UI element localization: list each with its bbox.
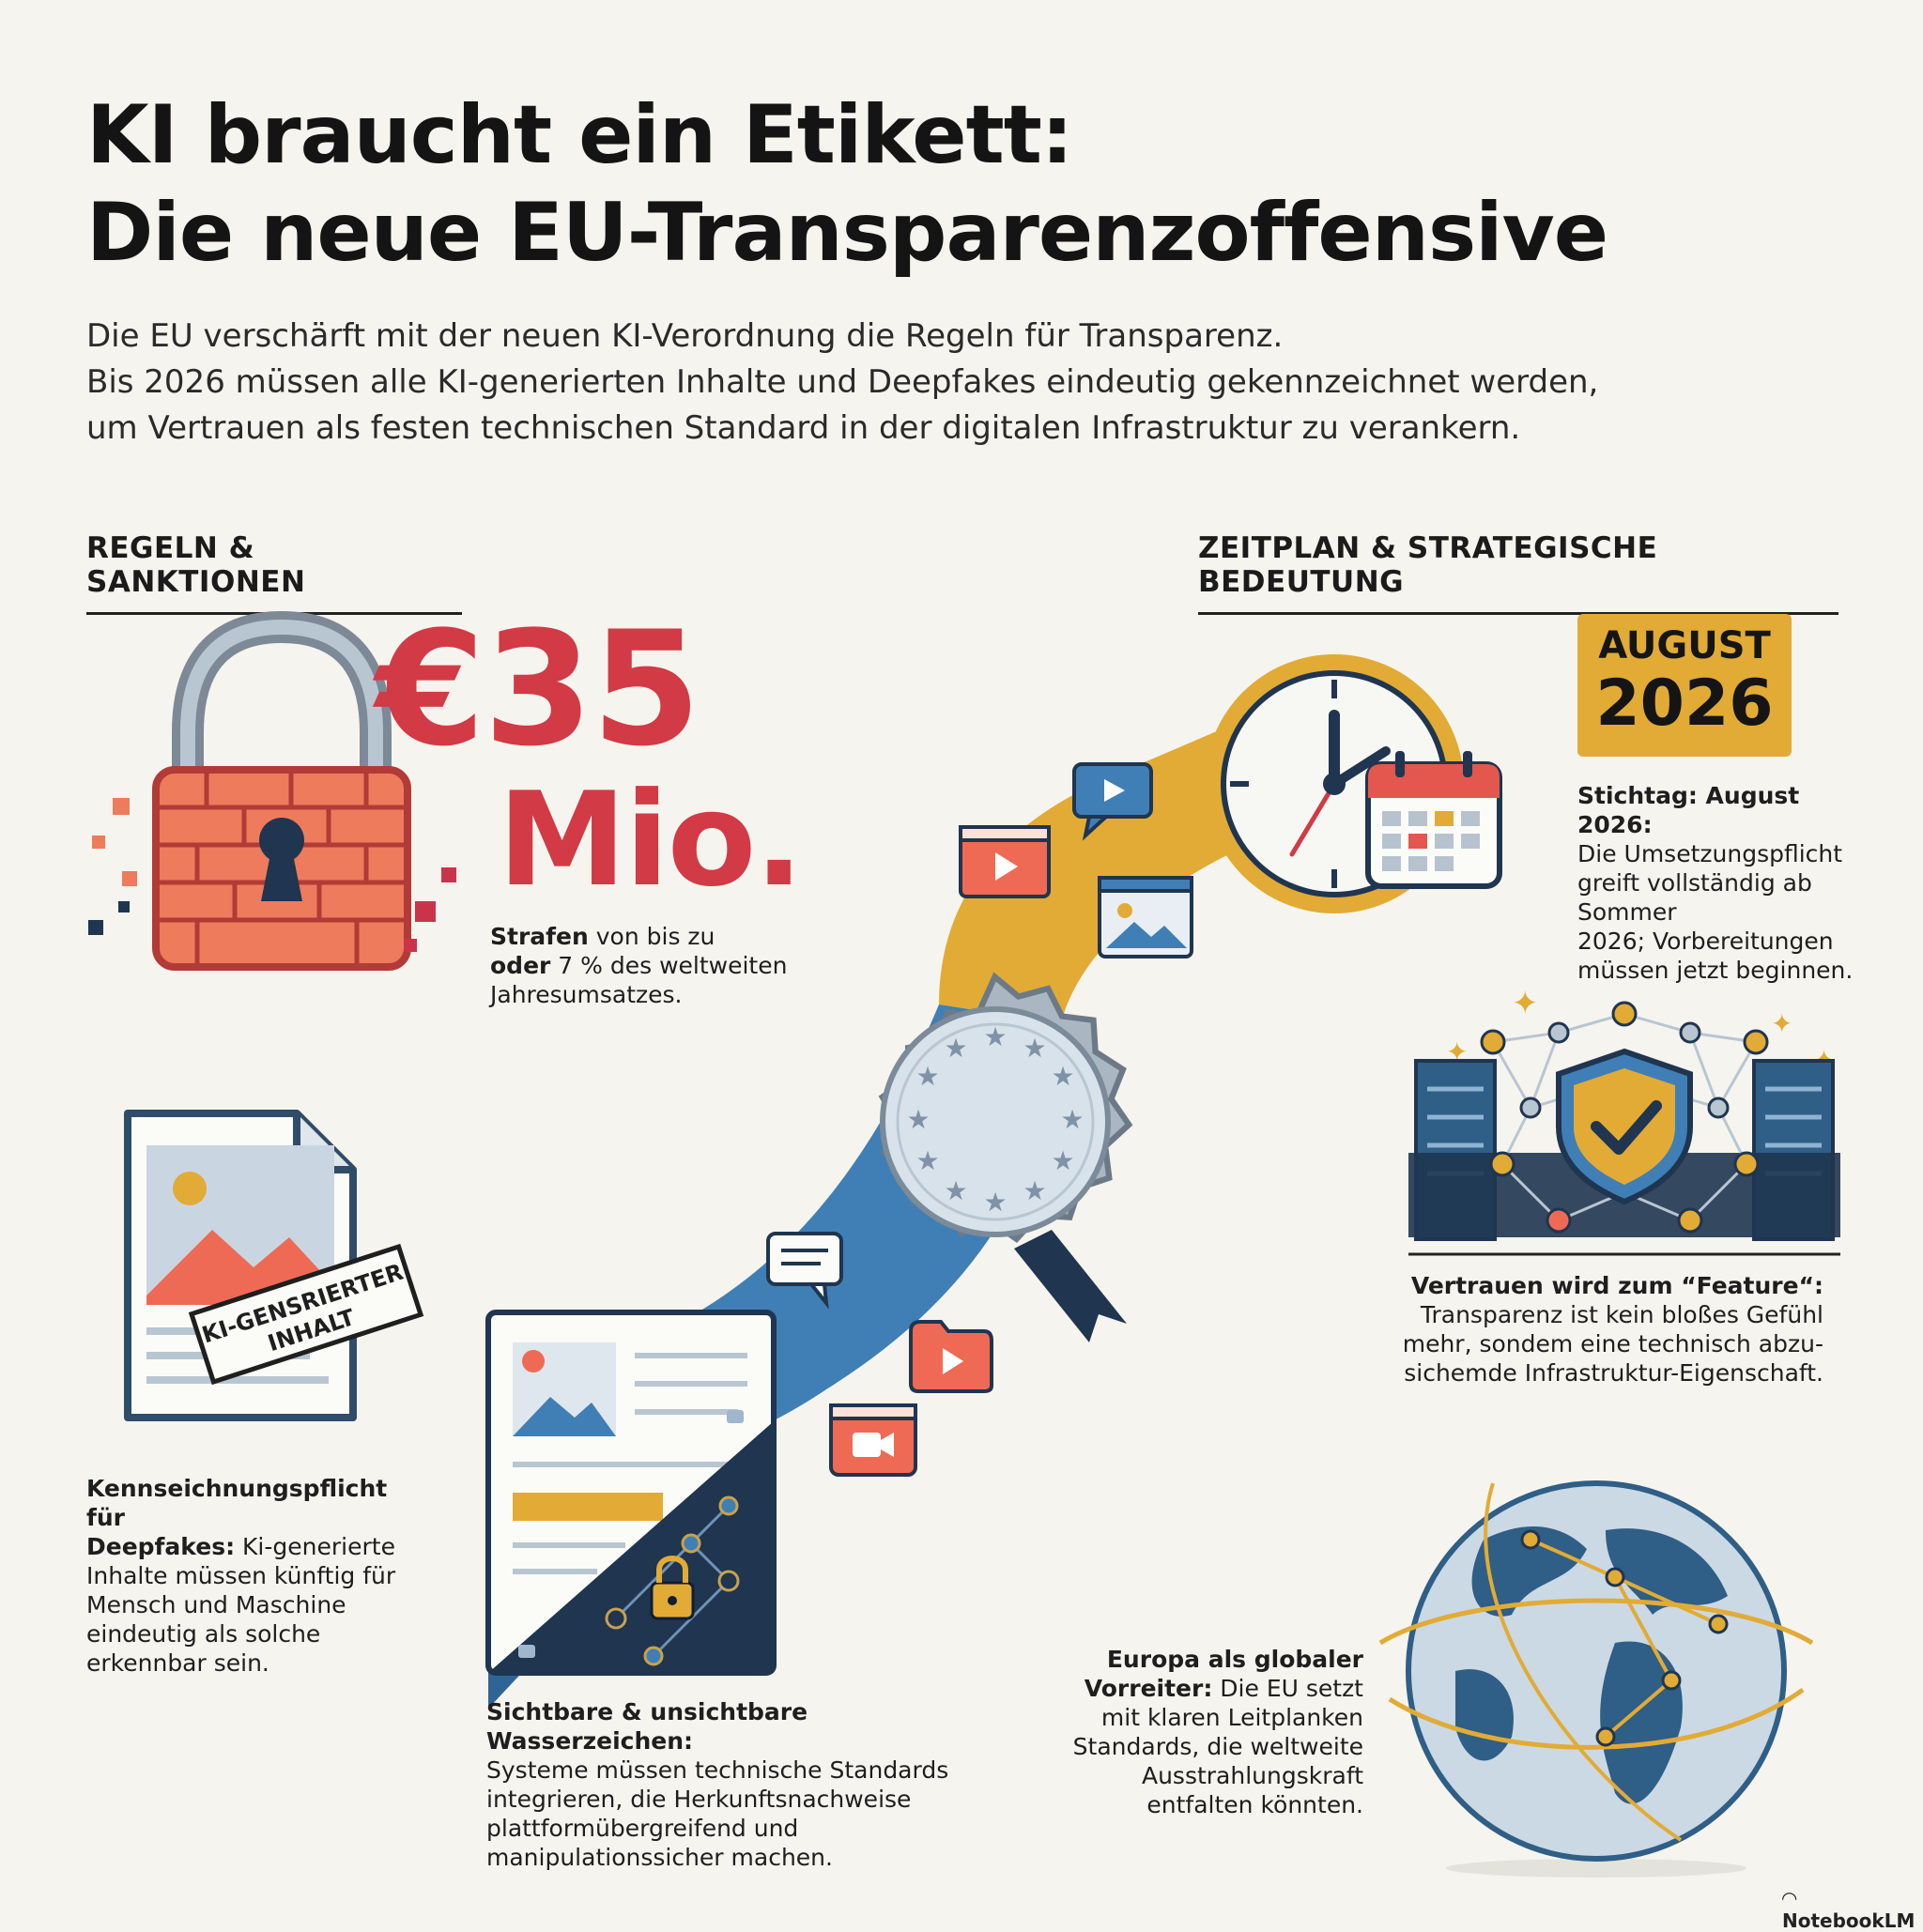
trust-caption: Vertrauen wird zum “Feature“: Transparen… xyxy=(1361,1271,1823,1388)
europe-caption-line-4: Standards, die weltweite xyxy=(1072,1733,1363,1760)
svg-text:★: ★ xyxy=(1051,1145,1074,1176)
svg-text:★: ★ xyxy=(915,1061,939,1092)
deadline-caption-title: Stichtag: August 2026: xyxy=(1577,781,1878,839)
fine-caption: Strafen von bis zu oder 7 % des weltweit… xyxy=(490,922,828,1009)
intro-line-3: um Vertrauen als festen technischen Stan… xyxy=(86,409,1521,447)
svg-text:★: ★ xyxy=(1023,1175,1046,1206)
fine-caption-line-1: Strafen von bis zu xyxy=(490,922,828,951)
fine-amount-value: €35 xyxy=(376,597,701,781)
svg-text:★: ★ xyxy=(1060,1104,1084,1135)
trust-caption-line-3: mehr, sondem eine technisch abzu- xyxy=(1402,1330,1823,1357)
watermark-panel-icon xyxy=(485,1310,777,1676)
watermark-caption-line-4: plattformübergreifend und xyxy=(486,1815,799,1842)
watermark-caption-line-5: manipulationssicher machen. xyxy=(486,1844,833,1871)
camera-icon xyxy=(829,1403,917,1477)
watermark-caption-bold: Sichtbare & unsichtbare Wasserzeichen: xyxy=(486,1698,808,1755)
svg-text:★: ★ xyxy=(1051,1061,1074,1092)
shield-network-icon: ✦✦✦✦ xyxy=(1408,985,1840,1256)
fine-caption-line-2-rest: 7 % des weltweiten xyxy=(550,952,788,979)
svg-text:★: ★ xyxy=(944,1175,967,1206)
globe-icon xyxy=(1378,1480,1814,1878)
fine-caption-bold: Strafen xyxy=(490,923,589,950)
label-caption: Kennseichnungspflicht für Deepfakes: Ki-… xyxy=(86,1474,424,1678)
label-caption-line-2: Deepfakes: Ki-generierte xyxy=(86,1532,424,1561)
watermark-caption-line-2: Systeme müssen technische Standards xyxy=(486,1756,949,1784)
svg-text:★: ★ xyxy=(944,1033,967,1064)
svg-text:★: ★ xyxy=(983,1187,1007,1218)
fine-amount: €35 Mio. xyxy=(376,608,826,911)
fine-caption-line-3: Jahresumsatzes. xyxy=(490,981,683,1008)
eu-stars: ★ ★ ★ ★ ★ ★ ★ ★ ★ ★ ★ ★ xyxy=(906,1021,1084,1218)
label-caption-line-2-rest: Ki-generierte xyxy=(235,1533,395,1560)
svg-text:★: ★ xyxy=(915,1145,939,1176)
deadline-caption-line-5: müssen jetzt beginnen. xyxy=(1577,957,1854,984)
deadline-badge-year: 2026 xyxy=(1595,667,1774,741)
folder-video-icon xyxy=(909,1320,993,1393)
fine-caption-line-1-rest: von bis zu xyxy=(588,923,715,950)
section-heading-timeline: ZEITPLAN & STRATEGISCHE BEDEUTUNG xyxy=(1198,531,1838,615)
deadline-caption-line-3: greift vollständig ab Sommer xyxy=(1577,869,1812,926)
label-caption-line-3: Inhalte müssen künftig für xyxy=(86,1562,396,1589)
trust-caption-line-2: Transparenz ist kein bloßes Gefühl xyxy=(1420,1301,1823,1328)
svg-text:✦: ✦ xyxy=(1512,985,1539,1022)
intro-text: Die EU verschärft mit der neuen KI-Veror… xyxy=(86,314,1852,452)
label-caption-line-5: eindeutig als solche xyxy=(86,1620,321,1648)
video-icon xyxy=(959,825,1051,898)
title-line-2: Die neue EU-Transparenzoffensive xyxy=(86,186,1608,280)
calendar-icon xyxy=(1365,751,1502,889)
notebooklm-watermark: ◠ NotebookLM xyxy=(1782,1887,1923,1932)
deadline-caption-line-4: 2026; Vorbereitungen xyxy=(1577,928,1834,955)
europe-caption-line-5: Ausstrahlungskraft xyxy=(1141,1762,1363,1789)
europe-caption-line-3: mit klaren Leitplanken xyxy=(1100,1704,1363,1731)
fine-caption-line-2-bold: oder xyxy=(490,952,551,979)
deadline-badge-month: AUGUST xyxy=(1598,624,1771,667)
watermark-caption: Sichtbare & unsichtbare Wasserzeichen: S… xyxy=(486,1697,1012,1872)
trust-caption-line-4: sichemde Infrastruktur-Eigenschaft. xyxy=(1404,1359,1823,1387)
europe-caption: Europa als globaler Vorreiter: Die EU se… xyxy=(1033,1645,1363,1819)
deadline-badge: AUGUST 2026 xyxy=(1577,614,1792,757)
intro-line-2: Bis 2026 müssen alle KI-generierten Inha… xyxy=(86,363,1599,401)
ai-content-stamp: KI-GENSRIERTER INHALT xyxy=(188,1243,424,1386)
chat-icon xyxy=(1072,762,1153,841)
label-caption-bold-2: Deepfakes: xyxy=(86,1533,236,1560)
trust-caption-bold: Vertrauen wird zum “Feature“: xyxy=(1410,1272,1823,1299)
svg-text:★: ★ xyxy=(1023,1033,1046,1064)
title-line-1: KI braucht ein Etikett: xyxy=(86,88,1073,182)
chat-icon-small xyxy=(766,1232,843,1310)
label-caption-line-6: erkennbar sein. xyxy=(86,1649,269,1677)
deadline-caption-line-2: Die Umsetzungspflicht xyxy=(1577,840,1843,867)
europe-caption-bold-2: Vorreiter: xyxy=(1084,1675,1213,1702)
intro-line-1: Die EU verschärft mit der neuen KI-Veror… xyxy=(86,317,1284,355)
ribbon-gold xyxy=(939,713,1258,1023)
padlock-icon xyxy=(88,610,456,971)
image-icon xyxy=(1098,876,1193,958)
europe-caption-line-6: entfalten könnten. xyxy=(1146,1791,1363,1818)
fine-caption-line-2: oder 7 % des weltweiten xyxy=(490,951,828,980)
svg-text:✦: ✦ xyxy=(1771,1008,1792,1039)
europe-caption-line-2: Vorreiter: Die EU setzt xyxy=(1033,1674,1363,1703)
watermark-caption-line-3: integrieren, die Herkunftsnachweise xyxy=(486,1786,912,1813)
svg-text:★: ★ xyxy=(906,1104,930,1135)
svg-text:★: ★ xyxy=(983,1021,1007,1052)
label-caption-bold-1: Kennseichnungspflicht für xyxy=(86,1475,388,1531)
label-caption-line-1: Kennseichnungspflicht für xyxy=(86,1474,424,1532)
europe-caption-bold-1: Europa als globaler xyxy=(1106,1646,1363,1673)
section-heading-rules: REGELN & SANKTIONEN xyxy=(86,531,462,615)
deadline-caption-bold: Stichtag: August 2026: xyxy=(1577,782,1800,838)
deadline-caption: Stichtag: August 2026: Die Umsetzungspfl… xyxy=(1577,781,1878,985)
notebooklm-label: NotebookLM xyxy=(1782,1909,1915,1932)
eu-seal-icon: ★ ★ ★ ★ ★ ★ ★ ★ ★ ★ ★ ★ xyxy=(878,972,1133,1342)
europe-caption-line-2-rest: Die EU setzt xyxy=(1212,1675,1363,1702)
notebooklm-logo-icon: ◠ xyxy=(1782,1887,1797,1909)
page-title: KI braucht ein Etikett: Die neue EU-Tran… xyxy=(86,86,1608,282)
label-caption-line-4: Mensch und Maschine xyxy=(86,1591,346,1618)
fine-amount-unit: Mio. xyxy=(498,764,804,915)
europe-caption-line-1: Europa als globaler xyxy=(1033,1645,1363,1674)
watermark-caption-title: Sichtbare & unsichtbare Wasserzeichen: xyxy=(486,1697,1012,1756)
trust-caption-title: Vertrauen wird zum “Feature“: xyxy=(1361,1271,1823,1300)
